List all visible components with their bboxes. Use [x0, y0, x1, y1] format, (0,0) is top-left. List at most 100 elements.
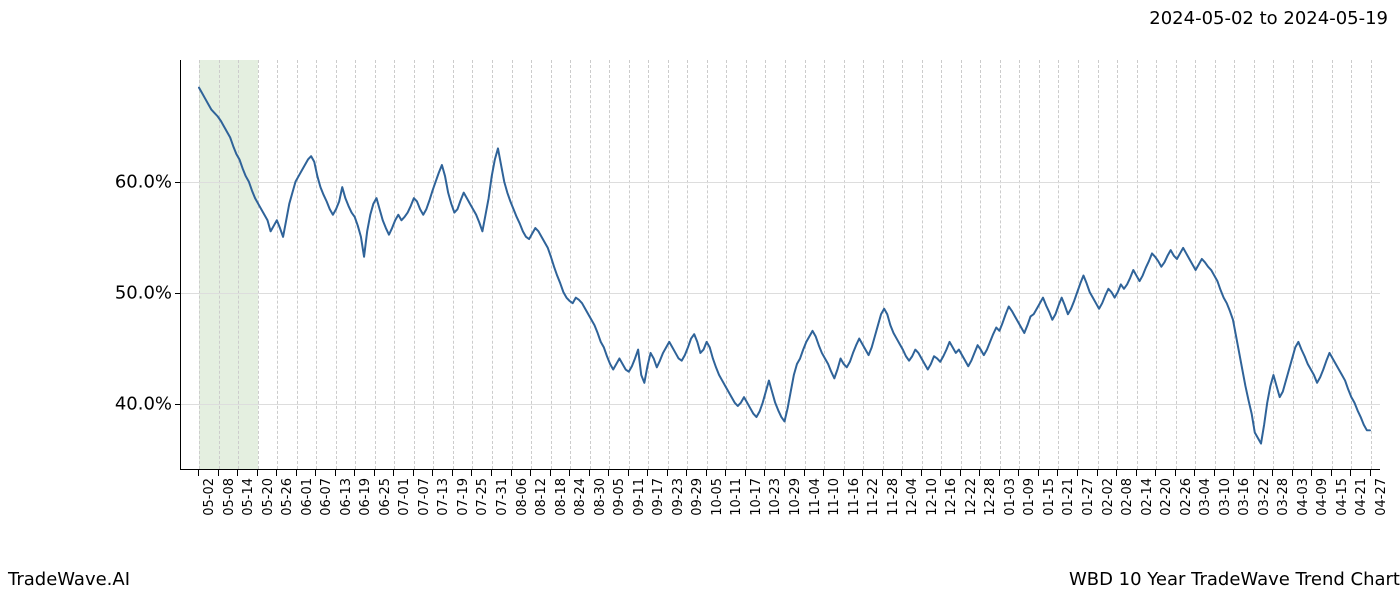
x-axis-tick-label: 09-29 — [690, 478, 705, 516]
x-axis-tick-label: 10-11 — [729, 478, 744, 516]
x-tick — [940, 470, 941, 476]
x-axis-tick-label: 12-04 — [905, 478, 920, 516]
x-tick — [1272, 470, 1273, 476]
footer-chart-title: WBD 10 Year TradeWave Trend Chart — [1069, 569, 1400, 590]
x-axis-tick-label: 09-05 — [612, 478, 627, 516]
x-tick — [374, 470, 375, 476]
line-chart-svg — [181, 60, 1380, 469]
x-axis-tick-label: 06-25 — [378, 478, 393, 516]
x-axis-tick-label: 07-01 — [397, 478, 412, 516]
x-tick — [804, 470, 805, 476]
x-axis-tick-label: 04-27 — [1374, 478, 1389, 516]
x-axis-tick-label: 12-28 — [983, 478, 998, 516]
x-axis-tick-label: 07-25 — [475, 478, 490, 516]
x-axis-tick-label: 05-20 — [261, 478, 276, 516]
x-tick — [1331, 470, 1332, 476]
x-tick — [706, 470, 707, 476]
x-tick — [1370, 470, 1371, 476]
x-tick — [218, 470, 219, 476]
x-tick — [1057, 470, 1058, 476]
x-tick — [667, 470, 668, 476]
x-axis-tick-label: 02-26 — [1179, 478, 1194, 516]
x-tick — [725, 470, 726, 476]
x-axis-tick-label: 03-28 — [1276, 478, 1291, 516]
x-tick — [999, 470, 1000, 476]
x-tick — [1136, 470, 1137, 476]
x-tick — [1175, 470, 1176, 476]
x-axis-tick-label: 01-15 — [1042, 478, 1057, 516]
x-tick — [471, 470, 472, 476]
x-tick — [1311, 470, 1312, 476]
x-axis-tick-label: 07-13 — [436, 478, 451, 516]
x-tick — [1214, 470, 1215, 476]
x-tick — [276, 470, 277, 476]
x-axis-tick-label: 01-09 — [1022, 478, 1037, 516]
x-tick-marks — [180, 470, 1380, 476]
x-axis-tick-label: 06-19 — [358, 478, 373, 516]
x-axis-tick-label: 08-24 — [573, 478, 588, 516]
x-tick — [1292, 470, 1293, 476]
y-tick — [175, 404, 181, 405]
chart-plot-area — [180, 60, 1380, 470]
x-tick — [1155, 470, 1156, 476]
x-tick — [393, 470, 394, 476]
x-tick — [979, 470, 980, 476]
trend-line — [199, 88, 1370, 444]
x-axis-tick-label: 09-11 — [632, 478, 647, 516]
x-axis-tick-label: 11-28 — [886, 478, 901, 516]
x-axis-tick-label: 07-07 — [417, 478, 432, 516]
footer-brand: TradeWave.AI — [8, 569, 130, 590]
x-axis-tick-label: 08-18 — [554, 478, 569, 516]
x-axis-tick-label: 02-08 — [1120, 478, 1135, 516]
x-axis-tick-label: 03-04 — [1198, 478, 1213, 516]
x-axis-tick-label: 12-16 — [944, 478, 959, 516]
y-tick — [175, 182, 181, 183]
x-axis-tick-label: 09-23 — [671, 478, 686, 516]
x-tick — [432, 470, 433, 476]
x-tick — [413, 470, 414, 476]
x-tick — [335, 470, 336, 476]
x-axis-tick-label: 02-20 — [1159, 478, 1174, 516]
x-axis-tick-label: 02-02 — [1101, 478, 1116, 516]
x-tick — [1194, 470, 1195, 476]
x-axis-tick-label: 11-04 — [808, 478, 823, 516]
y-axis-tick-label: 40.0% — [92, 393, 172, 414]
x-tick — [843, 470, 844, 476]
x-tick — [1116, 470, 1117, 476]
x-tick — [550, 470, 551, 476]
x-tick — [686, 470, 687, 476]
x-tick — [608, 470, 609, 476]
x-tick — [1018, 470, 1019, 476]
x-tick — [960, 470, 961, 476]
x-axis-tick-label: 03-16 — [1237, 478, 1252, 516]
x-tick — [882, 470, 883, 476]
x-axis-tick-label: 03-10 — [1218, 478, 1233, 516]
x-axis-tick-label: 10-23 — [768, 478, 783, 516]
x-axis-tick-label: 10-29 — [788, 478, 803, 516]
x-tick — [1038, 470, 1039, 476]
x-tick — [862, 470, 863, 476]
x-axis-tick-label: 04-09 — [1315, 478, 1330, 516]
x-axis-tick-label: 04-03 — [1296, 478, 1311, 516]
x-axis-tick-label: 10-05 — [710, 478, 725, 516]
x-tick — [1097, 470, 1098, 476]
x-axis-tick-label: 01-21 — [1061, 478, 1076, 516]
x-axis-tick-label: 02-14 — [1140, 478, 1155, 516]
x-tick — [647, 470, 648, 476]
x-axis-tick-label: 11-16 — [847, 478, 862, 516]
x-axis-tick-label: 11-10 — [827, 478, 842, 516]
x-tick — [237, 470, 238, 476]
x-axis-tick-label: 12-10 — [925, 478, 940, 516]
x-tick — [511, 470, 512, 476]
y-tick — [175, 293, 181, 294]
x-tick — [452, 470, 453, 476]
x-axis-tick-label: 06-07 — [319, 478, 334, 516]
x-axis-tick-label: 08-30 — [593, 478, 608, 516]
x-tick — [1253, 470, 1254, 476]
x-axis-tick-label: 07-19 — [456, 478, 471, 516]
x-tick — [569, 470, 570, 476]
x-tick — [354, 470, 355, 476]
y-axis-tick-label: 50.0% — [92, 282, 172, 303]
x-axis-tick-label: 05-02 — [202, 478, 217, 516]
x-axis-tick-label: 05-26 — [280, 478, 295, 516]
